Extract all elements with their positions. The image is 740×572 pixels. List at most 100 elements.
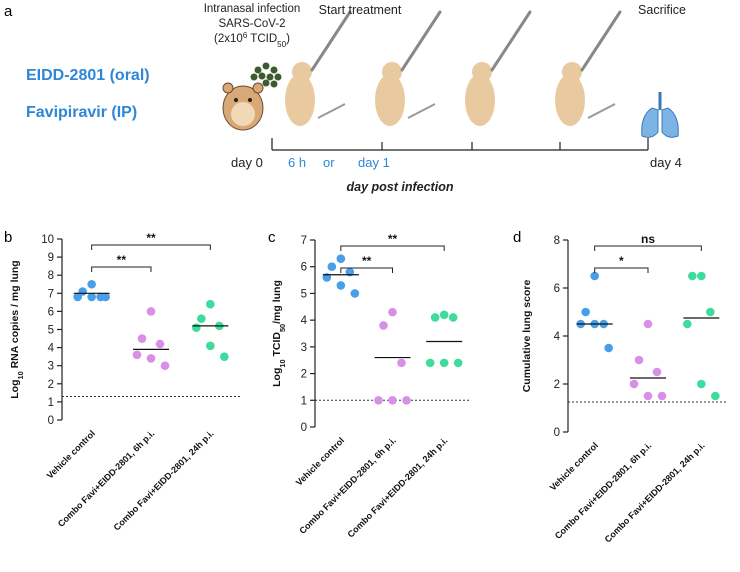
dose-label-part: ) bbox=[286, 33, 290, 45]
data-point bbox=[336, 254, 346, 263]
y-tick-label: 10 bbox=[41, 234, 54, 246]
data-point bbox=[402, 395, 411, 405]
significance-bracket bbox=[594, 245, 702, 251]
data-point bbox=[132, 350, 142, 360]
data-point bbox=[146, 354, 156, 363]
data-point bbox=[192, 323, 201, 332]
y-tick-label: 4 bbox=[554, 331, 561, 343]
data-point bbox=[137, 334, 147, 343]
significance-label: ** bbox=[388, 232, 398, 246]
dose-label-part: 50 bbox=[277, 40, 286, 49]
x-tick-label: Combo Favi+EIDD-2801, 6h p.i. bbox=[297, 435, 398, 536]
timeline-title: day post infection bbox=[347, 180, 454, 194]
data-point bbox=[439, 310, 449, 320]
y-tick-label: 2 bbox=[301, 369, 307, 381]
data-point bbox=[439, 358, 449, 368]
panel-label: b bbox=[4, 229, 12, 246]
data-point bbox=[220, 352, 229, 361]
infection-label: SARS-CoV-2 bbox=[218, 18, 285, 30]
infection-label: Intranasal infection bbox=[204, 3, 301, 15]
y-axis-label-part: Log bbox=[271, 368, 283, 387]
significance-label: * bbox=[619, 254, 624, 268]
data-point bbox=[634, 355, 644, 365]
data-point bbox=[87, 292, 96, 302]
data-point bbox=[197, 314, 206, 323]
significance-label: ** bbox=[117, 253, 127, 267]
data-point bbox=[336, 281, 346, 290]
y-axis-label-part: /mg lung bbox=[271, 280, 283, 324]
x-tick-label: Vehicle control bbox=[294, 435, 346, 487]
dose-label-part: 6 bbox=[243, 31, 248, 40]
data-point bbox=[581, 307, 590, 317]
data-point bbox=[643, 319, 653, 329]
y-tick-label: 6 bbox=[554, 283, 560, 295]
ip-syringes bbox=[317, 103, 616, 119]
significance-label: ** bbox=[146, 231, 156, 245]
y-axis-label-part: 10 bbox=[16, 371, 25, 379]
end-label: Sacrifice bbox=[638, 3, 686, 17]
drug-label: EIDD-2801 (oral) bbox=[26, 67, 150, 84]
y-tick-label: 2 bbox=[554, 379, 560, 391]
virus bbox=[250, 62, 282, 88]
y-tick-label: 6 bbox=[48, 306, 54, 318]
data-point bbox=[101, 292, 110, 302]
significance-label: ** bbox=[362, 254, 372, 268]
x-tick-label: Combo Favi+EIDD-2801, 24h p.i. bbox=[603, 440, 707, 544]
hamster-face bbox=[222, 82, 264, 131]
y-axis-label: Log10 RNA copies / mg lung bbox=[9, 260, 25, 398]
lungs bbox=[641, 92, 679, 138]
data-point bbox=[206, 341, 215, 351]
data-point bbox=[629, 379, 639, 389]
y-tick-label: 8 bbox=[48, 270, 54, 282]
data-point bbox=[379, 321, 388, 330]
data-point bbox=[425, 358, 435, 368]
y-tick-label: 0 bbox=[48, 415, 54, 427]
data-point bbox=[388, 395, 397, 405]
y-tick-label: 4 bbox=[301, 315, 308, 327]
y-axis-label-part: RNA copies / mg lung bbox=[9, 260, 21, 371]
data-point bbox=[697, 271, 706, 281]
data-point bbox=[350, 289, 360, 298]
data-point bbox=[652, 367, 662, 377]
y-tick-label: 3 bbox=[301, 342, 307, 354]
y-tick-label: 8 bbox=[554, 235, 560, 247]
significance-bracket bbox=[340, 245, 445, 251]
y-tick-label: 3 bbox=[48, 361, 54, 373]
data-point bbox=[453, 358, 463, 368]
y-tick-label: 7 bbox=[48, 288, 54, 300]
timeline-label: or bbox=[323, 155, 335, 170]
y-axis-label: Cumulative lung score bbox=[521, 280, 533, 393]
data-point bbox=[87, 279, 96, 289]
data-point bbox=[155, 339, 165, 349]
x-tick-label: Combo Favi+EIDD-2801, 24h p.i. bbox=[345, 435, 449, 539]
timeline-label: 6 h bbox=[288, 155, 306, 170]
y-tick-label: 9 bbox=[48, 252, 54, 264]
y-axis-label-part: TCID bbox=[271, 332, 283, 360]
significance-label: ns bbox=[641, 232, 655, 246]
syringes bbox=[310, 10, 622, 72]
y-tick-label: 0 bbox=[554, 427, 560, 439]
data-point bbox=[448, 313, 458, 322]
x-tick-label: Combo Favi+EIDD-2801, 24h p.i. bbox=[112, 428, 216, 532]
y-tick-label: 4 bbox=[48, 343, 55, 355]
timeline bbox=[271, 138, 649, 151]
timeline-label: day 1 bbox=[358, 155, 390, 170]
dose-label-part: TCID bbox=[247, 33, 277, 45]
dose-label: (2x106 TCID50) bbox=[214, 31, 290, 49]
y-axis-label-part: Log bbox=[9, 379, 21, 398]
data-point bbox=[430, 313, 440, 322]
data-point bbox=[697, 379, 706, 389]
drug-label: Favipiravir (IP) bbox=[26, 104, 137, 121]
x-tick-label: Combo Favi+EIDD-2801, 6h p.i. bbox=[56, 428, 157, 529]
data-point bbox=[73, 292, 82, 302]
data-point bbox=[146, 307, 156, 316]
y-tick-label: 6 bbox=[301, 262, 307, 274]
data-point bbox=[327, 262, 337, 272]
significance-bracket bbox=[91, 266, 152, 272]
data-point bbox=[643, 391, 653, 401]
data-point bbox=[206, 299, 215, 309]
y-axis-label-part: Cumulative lung score bbox=[521, 280, 533, 393]
data-point bbox=[604, 343, 613, 353]
y-tick-label: 7 bbox=[301, 235, 307, 247]
